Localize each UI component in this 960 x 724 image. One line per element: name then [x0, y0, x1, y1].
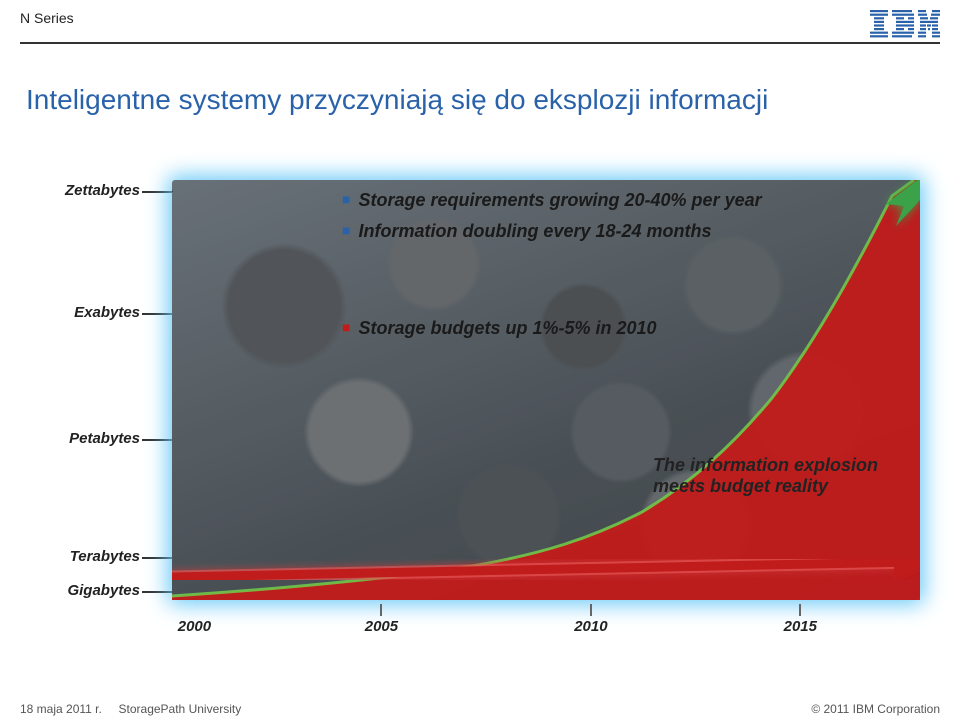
footer: 18 maja 2011 r. StoragePath University ©… — [20, 702, 940, 716]
y-label-petabytes: Petabytes — [40, 430, 150, 447]
plot-area: Storage requirements growing 20-40% per … — [172, 180, 920, 600]
info-bullets: Storage requirements growing 20-40% per … — [342, 190, 762, 252]
footer-context: StoragePath University — [119, 702, 242, 716]
x-label-2010: 2010 — [574, 618, 607, 635]
bullet-budget-1: Storage budgets up 1%-5% in 2010 — [342, 318, 657, 339]
x-axis: 2000 2005 2010 2015 — [172, 618, 920, 638]
bullet-info-2: Information doubling every 18-24 months — [342, 221, 762, 242]
chart: Zettabytes Exabytes Petabytes Terabytes … — [40, 180, 920, 640]
x-label-2000: 2000 — [178, 618, 211, 635]
bullet-info-1: Storage requirements growing 20-40% per … — [342, 190, 762, 211]
y-label-gigabytes: Gigabytes — [40, 582, 150, 599]
ibm-logo — [870, 10, 940, 38]
y-axis: Zettabytes Exabytes Petabytes Terabytes … — [40, 180, 150, 640]
x-label-2015: 2015 — [784, 618, 817, 635]
page-title: Inteligentne systemy przyczyniają się do… — [26, 84, 940, 116]
footer-date: 18 maja 2011 r. — [20, 702, 102, 716]
footer-copyright: © 2011 IBM Corporation — [811, 702, 940, 716]
y-label-terabytes: Terabytes — [40, 548, 150, 565]
y-label-exabytes: Exabytes — [40, 304, 150, 321]
header-series: N Series — [20, 10, 74, 26]
y-label-zettabytes: Zettabytes — [40, 182, 150, 199]
x-label-2005: 2005 — [365, 618, 398, 635]
annotation: The information explosion meets budget r… — [653, 455, 878, 497]
annotation-line2: meets budget reality — [653, 476, 878, 497]
budget-bullets: Storage budgets up 1%-5% in 2010 — [342, 318, 657, 349]
annotation-line1: The information explosion — [653, 455, 878, 476]
